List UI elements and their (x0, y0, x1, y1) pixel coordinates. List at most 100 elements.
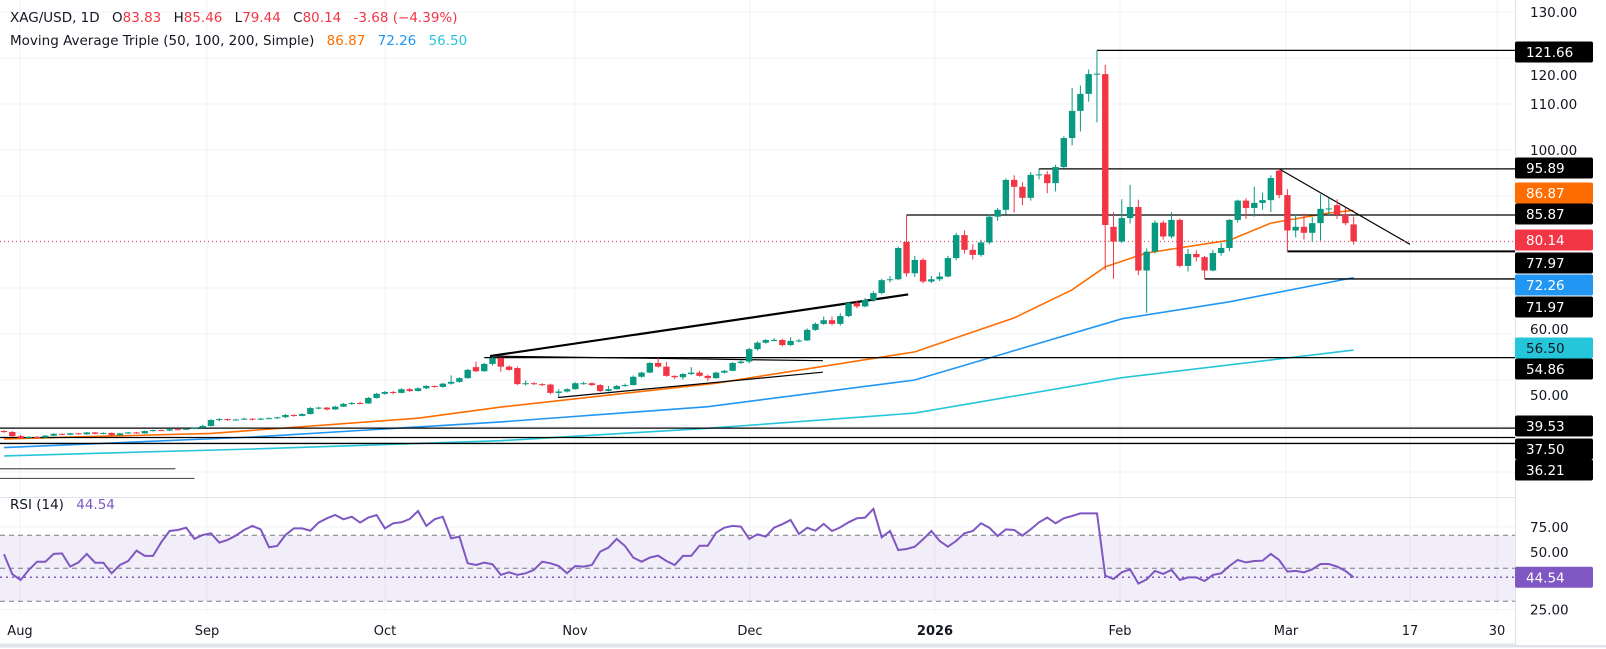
rsi-axis-tick: 75.00 (1530, 520, 1569, 536)
candle-body (704, 375, 711, 379)
candle (282, 414, 289, 418)
candle (729, 362, 736, 372)
candle-body (414, 388, 422, 392)
candle (1135, 199, 1142, 276)
candle (530, 382, 538, 386)
candle-body (746, 349, 753, 362)
candle-body (456, 378, 463, 382)
price-label: 56.50 (1515, 337, 1593, 359)
candle (1209, 249, 1217, 272)
candle-body (17, 436, 24, 438)
price-axis-tick: 110.00 (1530, 97, 1577, 113)
candle (588, 382, 596, 386)
candle (240, 417, 248, 421)
candle (481, 362, 488, 372)
candle (0, 430, 8, 433)
ma200-value: 56.50 (428, 33, 468, 49)
candle-body (1027, 174, 1034, 198)
candle (1052, 164, 1059, 192)
candle (1309, 217, 1316, 242)
candle-body (1085, 74, 1092, 94)
candle-body (75, 433, 82, 435)
candle-body (514, 368, 521, 385)
candle-body (1093, 73, 1101, 75)
candle-body (621, 385, 629, 387)
candle-body (770, 339, 778, 341)
price-label-text: 80.14 (1526, 233, 1565, 249)
candle (1193, 250, 1200, 262)
price-label-box (1515, 229, 1593, 251)
candle (787, 337, 794, 346)
price-label: 54.86 (1515, 358, 1593, 380)
candle-body (671, 375, 678, 378)
candle-body (100, 432, 107, 434)
candle-body (613, 385, 620, 390)
candle (141, 430, 148, 434)
candle-body (249, 418, 256, 420)
candle-body (1151, 222, 1159, 252)
price-label-box (1515, 296, 1593, 318)
candle-body (969, 249, 976, 255)
candle (497, 357, 504, 372)
candle-body (944, 258, 952, 277)
candle (133, 431, 140, 434)
candle (1168, 212, 1175, 239)
candle (25, 436, 33, 439)
candle-body (166, 429, 173, 431)
candle (1333, 199, 1341, 219)
close-value: 80.14 (302, 10, 342, 26)
candle (42, 435, 49, 438)
candle-body (663, 366, 670, 376)
candles (0, 50, 1357, 439)
candle (1300, 213, 1308, 240)
candle-body (497, 357, 504, 367)
candle-body (25, 437, 33, 439)
price-label: 39.53 (1515, 415, 1593, 437)
rsi-legend[interactable]: RSI (14) 44.54 (10, 497, 115, 513)
candle (158, 429, 165, 432)
candle-body (216, 419, 223, 421)
candle-body (42, 435, 49, 438)
candle-body (596, 385, 604, 392)
candle (704, 374, 711, 381)
rsi-title: RSI (14) (10, 497, 64, 513)
candle (1151, 220, 1159, 254)
time-axis-label: Mar (1274, 624, 1299, 639)
candle-body (332, 406, 339, 410)
candle-body (762, 339, 769, 343)
price-label: 77.97 (1515, 252, 1593, 274)
candle-body (323, 407, 331, 410)
candle (812, 322, 819, 331)
candle-body (928, 279, 935, 282)
candle (919, 258, 927, 284)
candle-body (431, 385, 438, 387)
candle-body (58, 433, 66, 435)
candle-body (903, 242, 910, 274)
indicator-legend[interactable]: Moving Average Triple (50, 100, 200, Sim… (10, 33, 467, 49)
candle (1342, 207, 1349, 225)
candle-body (1160, 222, 1167, 237)
candle (828, 316, 836, 326)
candle-body (406, 389, 413, 392)
candle-body (315, 407, 322, 409)
candle (75, 432, 82, 435)
price-axis-background[interactable] (1515, 0, 1606, 645)
rsi-line (3, 506, 1355, 585)
candle (1027, 172, 1034, 201)
candle (961, 230, 968, 254)
symbol-title[interactable]: XAG/USD, 1D (10, 10, 100, 26)
candle (1226, 219, 1233, 252)
candle-body (911, 259, 918, 274)
candle (696, 370, 703, 377)
price-axis-tick: 50.00 (1530, 388, 1569, 404)
candle (580, 381, 587, 385)
candle (91, 431, 99, 435)
time-axis-label: Nov (562, 624, 588, 639)
candle-body (389, 391, 397, 393)
candle (969, 244, 976, 260)
candle-body (1251, 202, 1258, 208)
candle-body (779, 339, 786, 346)
candle-body (878, 280, 885, 294)
price-label: 85.87 (1515, 203, 1593, 225)
